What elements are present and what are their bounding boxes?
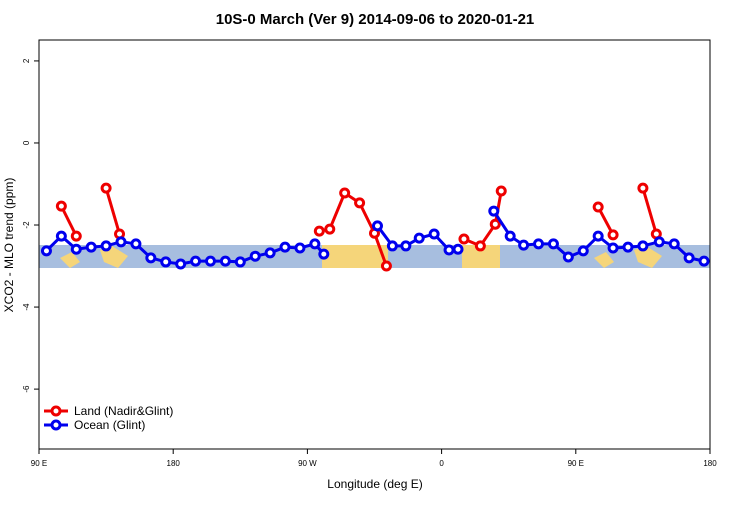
point <box>175 258 187 270</box>
legend-label: Ocean (Glint) <box>74 418 145 432</box>
point <box>371 220 383 232</box>
point <box>219 255 231 267</box>
point <box>279 241 291 253</box>
point <box>562 251 574 263</box>
point <box>100 182 112 194</box>
point <box>249 250 261 262</box>
point <box>474 240 486 252</box>
point <box>607 242 619 254</box>
point <box>309 238 321 250</box>
point <box>577 245 589 257</box>
point <box>443 244 455 256</box>
point <box>55 200 67 212</box>
point <box>324 223 336 235</box>
point <box>204 255 216 267</box>
point <box>489 218 501 230</box>
y-tick-label: -2 <box>22 221 31 229</box>
point <box>504 230 516 242</box>
point <box>428 228 440 240</box>
legend-label: Land (Nadir&Glint) <box>74 404 173 418</box>
point <box>100 240 112 252</box>
point <box>130 238 142 250</box>
x-tick-label: 90 E <box>568 459 584 468</box>
point <box>458 233 470 245</box>
point <box>318 248 330 260</box>
x-tick-label: 90 E <box>31 459 47 468</box>
land-patch <box>322 245 388 268</box>
point <box>115 236 127 248</box>
x-tick-label: 0 <box>439 459 444 468</box>
legend-marker <box>50 419 62 431</box>
point <box>592 201 604 213</box>
point <box>234 256 246 268</box>
land-patch <box>462 245 500 268</box>
x-tick-label: 180 <box>167 459 181 468</box>
point <box>518 239 530 251</box>
point <box>622 241 634 253</box>
y-axis-label: XCO2 - MLO trend (ppm) <box>2 178 16 313</box>
y-tick-label: 0 <box>22 140 31 145</box>
point <box>637 240 649 252</box>
point <box>607 229 619 241</box>
point <box>339 187 351 199</box>
point <box>160 256 172 268</box>
point <box>70 243 82 255</box>
point <box>533 238 545 250</box>
point <box>386 240 398 252</box>
point <box>380 260 392 272</box>
land-patch <box>594 246 662 268</box>
land-patch <box>60 246 128 268</box>
series-line <box>463 190 503 248</box>
point <box>145 252 157 264</box>
series-line <box>641 187 658 235</box>
point <box>264 247 276 259</box>
y-tick-label: -4 <box>22 303 31 311</box>
point <box>668 238 680 250</box>
point <box>70 230 82 242</box>
plot-frame <box>38 39 711 450</box>
point <box>592 230 604 242</box>
series-line <box>60 205 78 237</box>
point <box>413 232 425 244</box>
point <box>683 252 695 264</box>
point <box>294 242 306 254</box>
x-axis-label: Longitude (deg E) <box>327 477 422 491</box>
point <box>40 245 52 257</box>
point <box>85 241 97 253</box>
point <box>452 243 464 255</box>
series-line <box>104 187 121 235</box>
point <box>400 240 412 252</box>
point <box>637 182 649 194</box>
point <box>313 225 325 237</box>
y-tick-label: -6 <box>22 385 31 393</box>
chart-title: 10S-0 March (Ver 9) 2014-09-06 to 2020-0… <box>216 11 535 28</box>
legend-marker <box>50 405 62 417</box>
point <box>698 255 710 267</box>
x-tick-label: 180 <box>703 459 717 468</box>
point <box>354 197 366 209</box>
x-tick-label: 90 W <box>298 459 317 468</box>
y-tick-label: 2 <box>22 58 31 63</box>
point <box>547 238 559 250</box>
point <box>495 185 507 197</box>
point <box>55 230 67 242</box>
point <box>653 236 665 248</box>
point <box>488 205 500 217</box>
point <box>190 255 202 267</box>
